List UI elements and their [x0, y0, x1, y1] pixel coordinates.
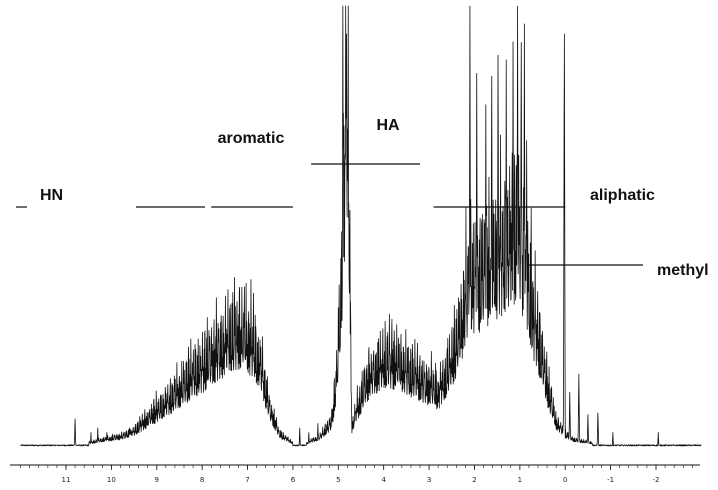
region-label-hn: HN: [40, 187, 63, 204]
region-label-methyl: methyl: [657, 262, 709, 279]
spectrum-trace: [20, 5, 702, 447]
x-tick-label: -1: [607, 476, 614, 484]
x-tick-label: -2: [653, 476, 660, 484]
x-tick-label: 4: [381, 476, 386, 484]
x-tick-label: 11: [62, 476, 71, 484]
x-tick-label: 9: [155, 476, 159, 484]
x-tick-label: 7: [245, 476, 249, 484]
region-lines: [16, 163, 643, 266]
x-tick-label: 6: [291, 476, 296, 484]
region-label-aliphatic: aliphatic: [590, 187, 655, 204]
x-tick-label: 1: [518, 476, 522, 484]
region-label-ha: HA: [376, 117, 400, 134]
x-tick-label: 8: [200, 476, 204, 484]
x-axis-ticks: [20, 465, 693, 470]
x-tick-label: 2: [472, 476, 476, 484]
x-tick-label: 10: [107, 476, 116, 484]
x-axis-tick-labels: 11 10 9 8 7 6 5 4 3 2 1 0 -1 -2: [62, 476, 660, 484]
region-label-aromatic: aromatic: [218, 130, 285, 147]
x-tick-label: 5: [336, 476, 340, 484]
x-tick-label: 0: [563, 476, 567, 484]
region-labels: HN aromatic HA aliphatic methyl: [40, 117, 709, 279]
x-tick-label: 3: [427, 476, 431, 484]
